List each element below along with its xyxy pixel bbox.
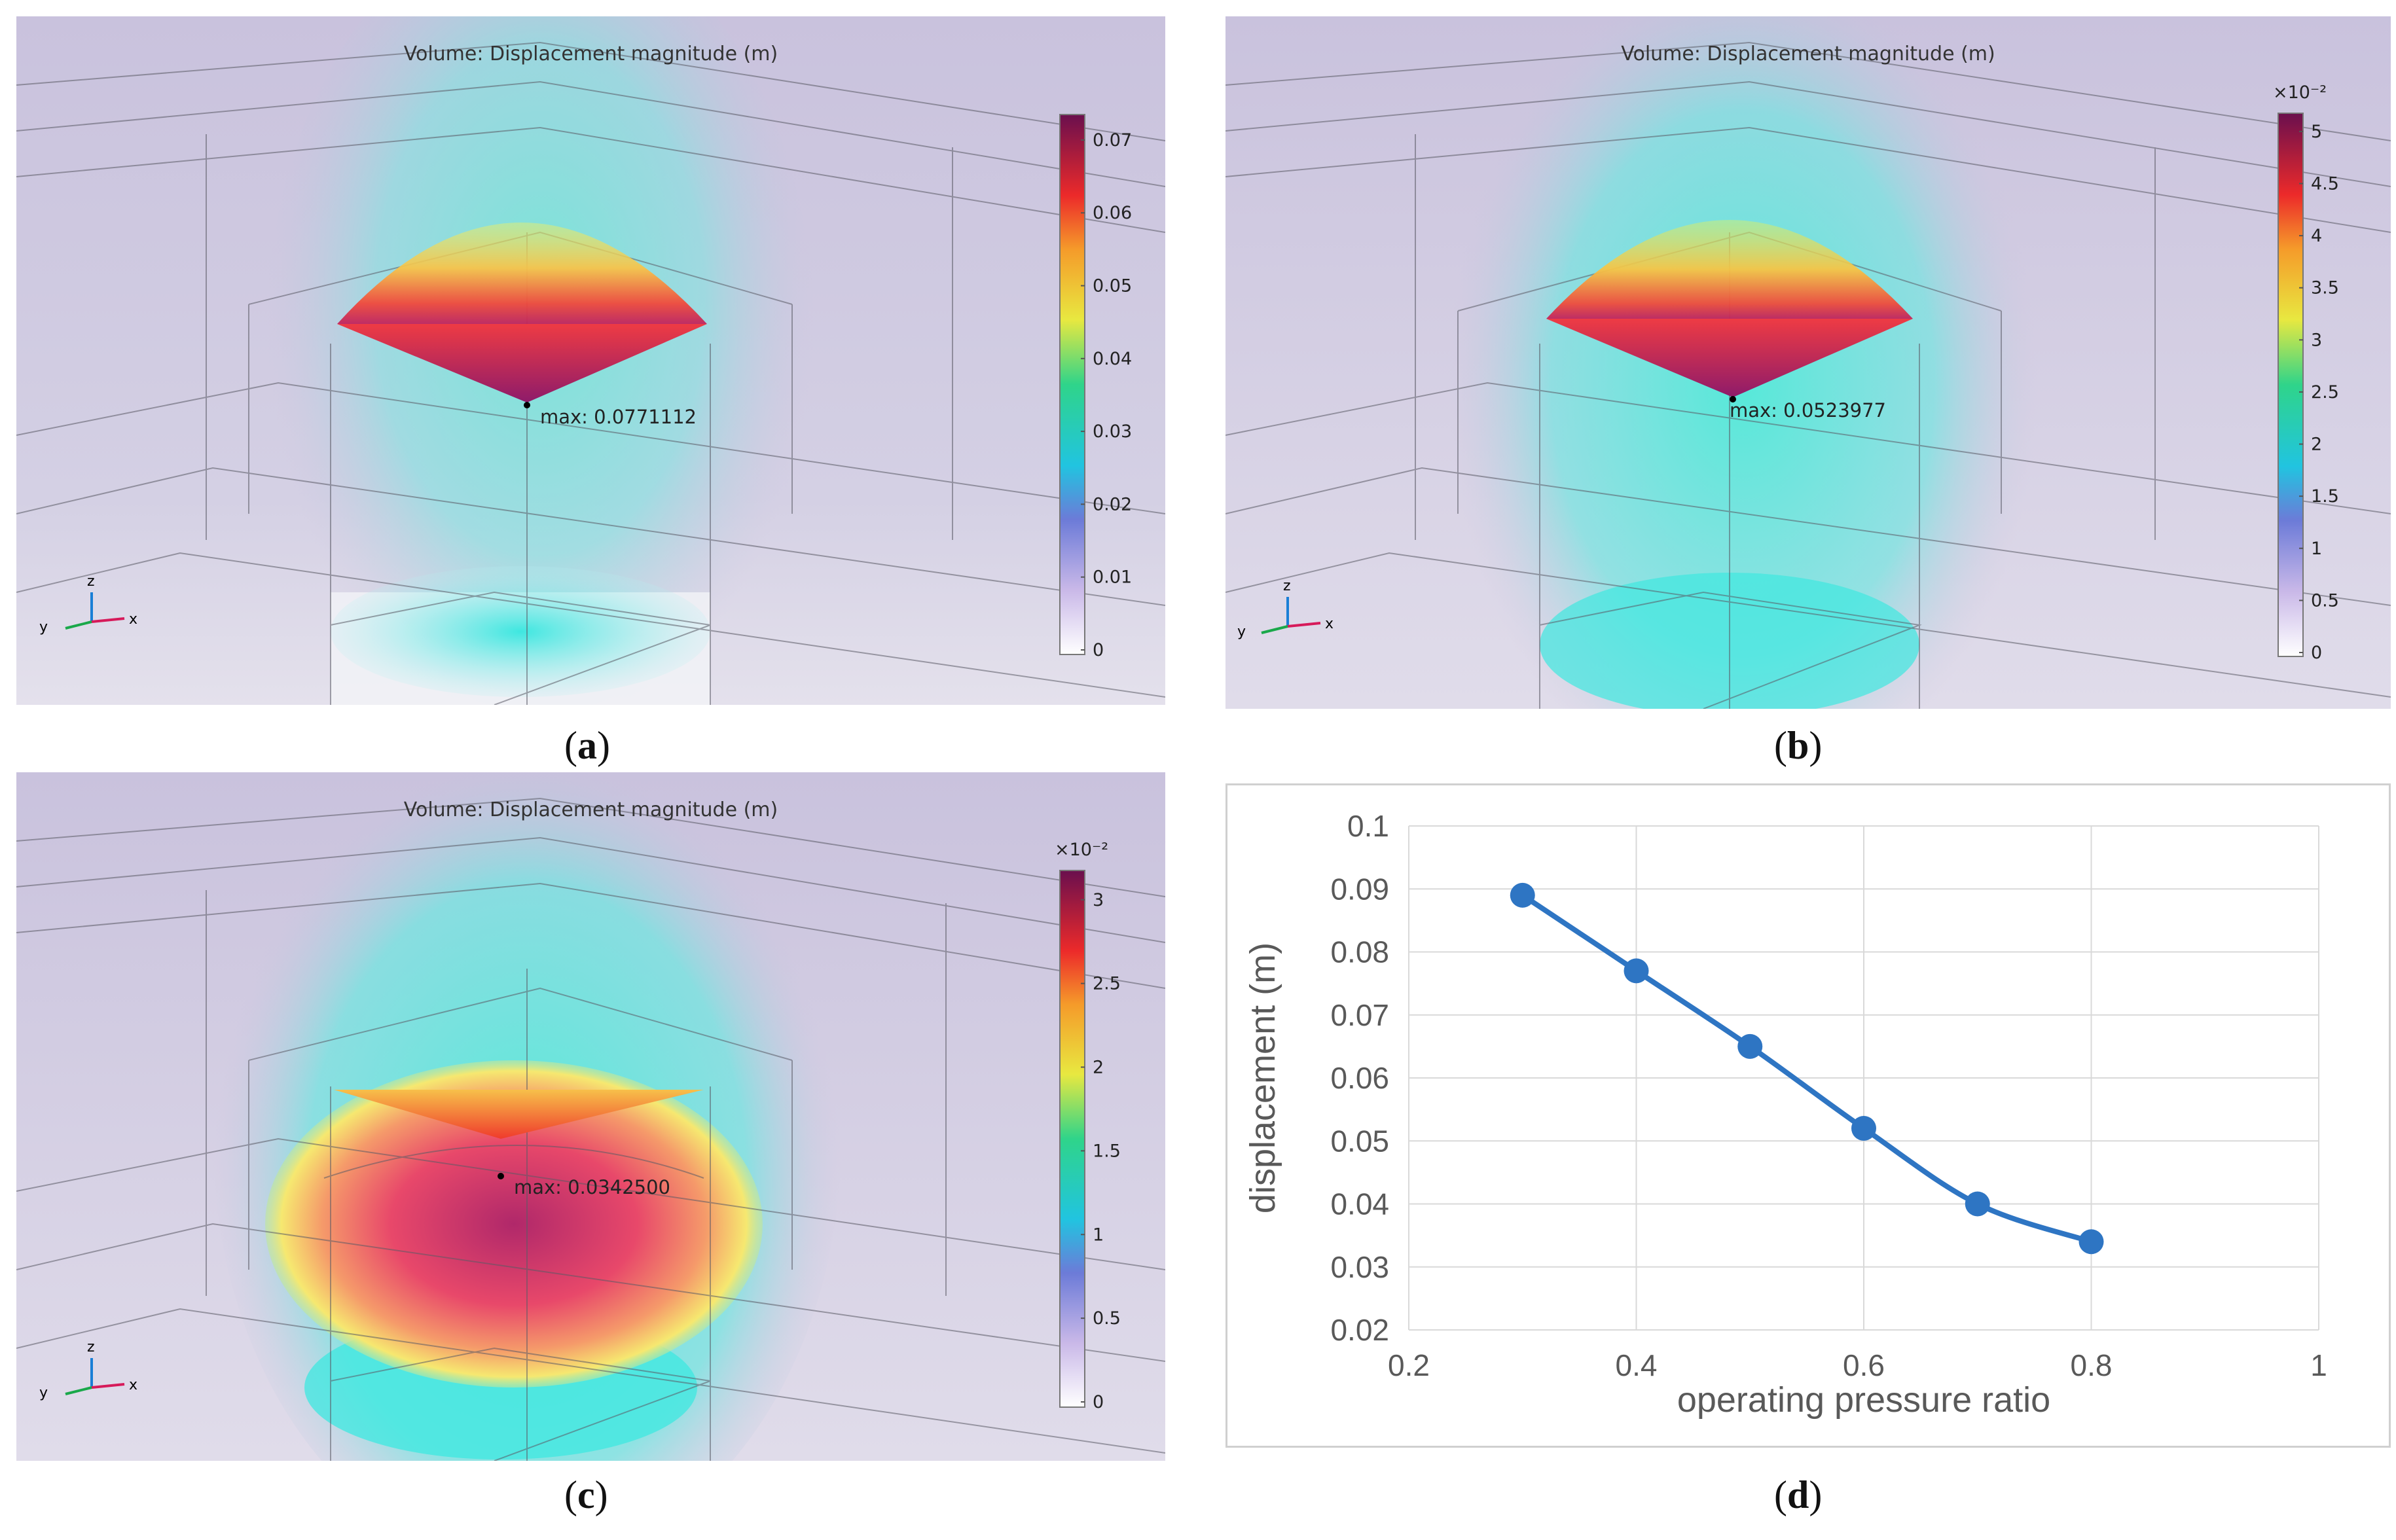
line-chart-d: 0.02 0.03 0.04 0.05 0.06 0.07 0.08 0.09 0.1 0.2 0.… bbox=[1243, 809, 2327, 1420]
caption-a-close: ) bbox=[596, 724, 610, 767]
caption-d-letter: d bbox=[1787, 1473, 1809, 1516]
caption-a-open: ( bbox=[564, 724, 577, 767]
colorbar-tick-label: 5 bbox=[2311, 122, 2322, 142]
max-label-c: max: 0.0342500 bbox=[514, 1176, 670, 1198]
x-axis-label: operating pressure ratio bbox=[1677, 1380, 2050, 1420]
max-label-b: max: 0.0523977 bbox=[1730, 399, 1886, 421]
colorbar-tick-label: 3 bbox=[1093, 890, 1104, 910]
simulation-render-b: max: 0.0523977 ×10⁻² 0 0.5 1 1.5 2 2.5 3 3.5 4 4.… bbox=[1225, 16, 2391, 709]
x-tick-label: 0.8 bbox=[2071, 1348, 2113, 1382]
colorbar-tick-label: 0.5 bbox=[2311, 590, 2339, 611]
colorbar-tick-label: 0 bbox=[2311, 643, 2322, 663]
colorbar-tick-label: 0.07 bbox=[1093, 130, 1132, 151]
data-point bbox=[1737, 1033, 1763, 1059]
simulation-panel-b: max: 0.0523977 ×10⁻² 0 0.5 1 1.5 2 2.5 3 3.5 4 4.… bbox=[1225, 16, 2391, 709]
caption-b-open: ( bbox=[1774, 724, 1787, 767]
plot-title-c: Volume: Displacement magnitude (m) bbox=[403, 798, 778, 821]
triad-z-label: z bbox=[87, 573, 95, 590]
caption-c-letter: c bbox=[577, 1473, 595, 1516]
triad-x-label: x bbox=[1325, 616, 1334, 632]
caption-b-letter: b bbox=[1787, 724, 1809, 767]
data-point bbox=[1965, 1191, 1990, 1217]
y-tick-label: 0.1 bbox=[1347, 809, 1389, 843]
triad-z-label: z bbox=[87, 1339, 95, 1355]
axis-triad-b: z x y bbox=[1237, 578, 1334, 640]
caption-d-open: ( bbox=[1774, 1473, 1787, 1516]
x-tick-label: 0.4 bbox=[1616, 1348, 1658, 1382]
colorbar-tick-label: 4.5 bbox=[2311, 173, 2339, 194]
caption-a: (a) bbox=[564, 723, 610, 768]
colorbar-tick-label: 2 bbox=[2311, 435, 2322, 455]
y-tick-label: 0.06 bbox=[1330, 1061, 1389, 1095]
y-tick-label: 0.02 bbox=[1330, 1313, 1389, 1347]
y-tick-label: 0.05 bbox=[1330, 1124, 1389, 1158]
y-tick-label: 0.04 bbox=[1330, 1187, 1389, 1221]
y-tick-label: 0.08 bbox=[1330, 935, 1389, 969]
caption-b: (b) bbox=[1774, 723, 1822, 768]
colorbar-tick-label: 1.5 bbox=[2311, 486, 2339, 507]
caption-d: (d) bbox=[1774, 1473, 1822, 1518]
colorbar-tick-label: 1 bbox=[1093, 1225, 1104, 1245]
colorbar-tick-label: 0.5 bbox=[1093, 1308, 1121, 1329]
max-label-a: max: 0.0771112 bbox=[540, 406, 697, 428]
colorbar-tick-label: 2.5 bbox=[2311, 382, 2339, 403]
colorbar-tick-label: 1 bbox=[2311, 539, 2322, 559]
chart-frame-d bbox=[1225, 783, 2391, 1448]
colorbar-tick-label: 0.04 bbox=[1093, 349, 1132, 369]
colorbar-tick-label: 4 bbox=[2311, 226, 2322, 246]
simulation-render-a: max: 0.0771112 0 0.01 0.02 0.03 0.04 0.05 0.06… bbox=[16, 16, 1165, 705]
data-point bbox=[2078, 1229, 2104, 1255]
colorbar-tick-label: 0.05 bbox=[1093, 276, 1132, 296]
triad-x-label: x bbox=[129, 611, 137, 628]
colorbar-tick-label: 1.5 bbox=[1093, 1141, 1121, 1161]
colorbar-b bbox=[2278, 113, 2304, 657]
plot-title-b: Volume: Displacement magnitude (m) bbox=[1621, 43, 1995, 65]
colorbar-a bbox=[1059, 114, 1085, 655]
colorbar-tick-label: 0.06 bbox=[1093, 203, 1132, 223]
simulation-panel-a: max: 0.0771112 0 0.01 0.02 0.03 0.04 0.05 0.06… bbox=[16, 16, 1165, 705]
colorbar-tick-label: 2.5 bbox=[1093, 974, 1121, 994]
simulation-render-c: max: 0.0342500 ×10⁻² 0 0.5 1 1.5 2 2.5 3 z x y bbox=[16, 772, 1165, 1461]
y-tick-label: 0.09 bbox=[1330, 872, 1389, 906]
triad-y-label: y bbox=[1237, 624, 1246, 640]
y-tick-label: 0.03 bbox=[1330, 1250, 1389, 1284]
caption-d-close: ) bbox=[1809, 1473, 1823, 1516]
x-tick-label: 1 bbox=[2310, 1348, 2327, 1382]
colorbar-multiplier-b: ×10⁻² bbox=[2273, 82, 2327, 103]
colorbar-tick-label: 3.5 bbox=[2311, 278, 2339, 298]
caption-a-letter: a bbox=[577, 724, 597, 767]
data-point bbox=[1510, 882, 1535, 908]
colorbar-c bbox=[1059, 870, 1085, 1408]
plot-title-a: Volume: Displacement magnitude (m) bbox=[403, 43, 778, 65]
triad-y-label: y bbox=[39, 619, 48, 636]
series-line bbox=[1521, 893, 2092, 1245]
data-point bbox=[1624, 958, 1649, 984]
caption-c: (c) bbox=[564, 1473, 608, 1518]
caption-c-open: ( bbox=[564, 1473, 577, 1516]
axis-triad-a: z x y bbox=[39, 573, 137, 636]
caption-c-close: ) bbox=[594, 1473, 608, 1516]
data-point bbox=[1851, 1116, 1876, 1141]
triad-y-label: y bbox=[39, 1385, 48, 1401]
axis-triad-c: z x y bbox=[39, 1339, 137, 1401]
x-tick-label: 0.6 bbox=[1843, 1348, 1885, 1382]
triad-z-label: z bbox=[1283, 578, 1291, 594]
colorbar-multiplier-c: ×10⁻² bbox=[1055, 840, 1108, 860]
colorbar-tick-label: 0 bbox=[1093, 640, 1104, 660]
y-tick-label: 0.07 bbox=[1330, 998, 1389, 1032]
colorbar-tick-label: 2 bbox=[1093, 1058, 1104, 1078]
caption-b-close: ) bbox=[1809, 724, 1823, 767]
colorbar-tick-label: 3 bbox=[2311, 330, 2322, 350]
simulation-panel-c: max: 0.0342500 ×10⁻² 0 0.5 1 1.5 2 2.5 3 z x y… bbox=[16, 772, 1165, 1461]
triad-x-label: x bbox=[129, 1377, 137, 1393]
colorbar-tick-label: 0.03 bbox=[1093, 421, 1132, 442]
x-tick-label: 0.2 bbox=[1388, 1348, 1430, 1382]
colorbar-tick-label: 0 bbox=[1093, 1392, 1104, 1412]
colorbar-tick-label: 0.01 bbox=[1093, 567, 1132, 588]
y-axis-label: displacement (m) bbox=[1243, 942, 1282, 1213]
colorbar-tick-label: 0.02 bbox=[1093, 494, 1132, 514]
